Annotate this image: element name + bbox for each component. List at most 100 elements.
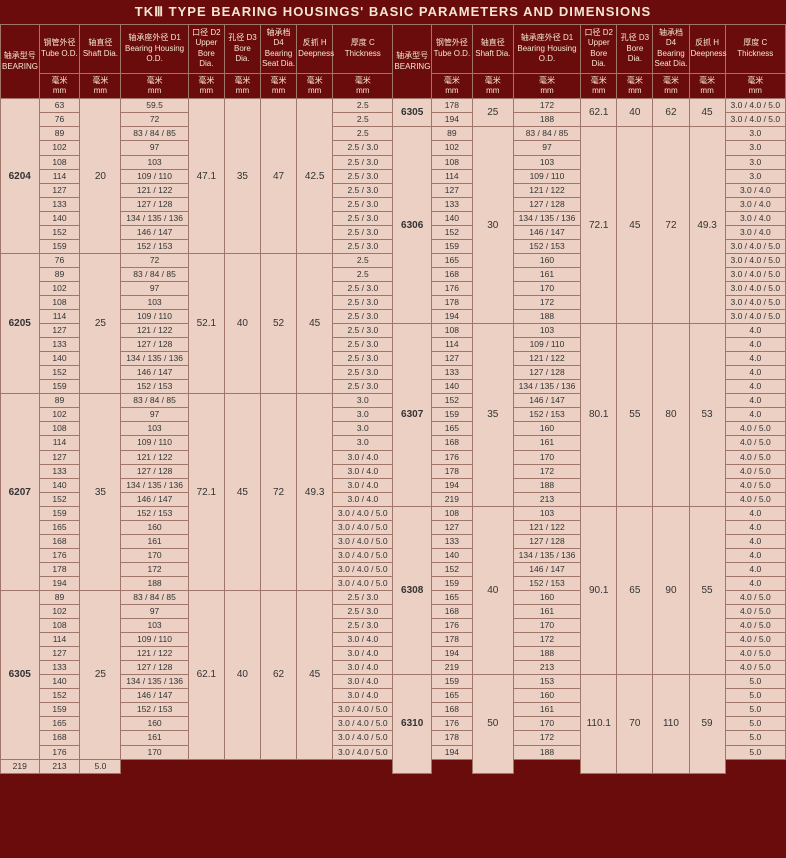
cell: 121 / 122 [121, 450, 188, 464]
cell: 3.0 / 4.0 [333, 464, 393, 478]
cell: 90 [653, 506, 689, 675]
cell: 3.0 [333, 422, 393, 436]
header-unit: 毫米mm [472, 73, 513, 99]
cell: 170 [513, 619, 580, 633]
cell: 109 / 110 [513, 169, 580, 183]
cell: 2.5 / 3.0 [333, 225, 393, 239]
cell: 103 [513, 324, 580, 338]
cell: 2.5 / 3.0 [333, 324, 393, 338]
cell: 59.5 [121, 99, 188, 113]
cell: 219 [431, 492, 472, 506]
cell: 133 [39, 197, 80, 211]
cell: 140 [39, 211, 80, 225]
cell: 134 / 135 / 136 [513, 548, 580, 562]
cell: 3.0 / 4.0 / 5.0 [725, 99, 785, 113]
cell: 49.3 [689, 127, 725, 324]
header-unit: 毫米mm [513, 73, 580, 99]
cell: 25 [80, 590, 121, 759]
cell: 52 [261, 253, 297, 393]
cell: 102 [39, 141, 80, 155]
cell: 160 [121, 520, 188, 534]
cell: 89 [431, 127, 472, 141]
cell: 35 [224, 99, 260, 254]
cell: 159 [39, 506, 80, 520]
cell: 161 [513, 703, 580, 717]
cell: 127 [39, 450, 80, 464]
cell: 5.0 [725, 703, 785, 717]
cell: 170 [513, 281, 580, 295]
cell: 165 [431, 253, 472, 267]
cell: 114 [39, 310, 80, 324]
cell: 52.1 [188, 253, 224, 393]
cell: 4.0 [725, 506, 785, 520]
cell: 176 [39, 745, 80, 759]
cell: 134 / 135 / 136 [121, 352, 188, 366]
cell: 121 / 122 [121, 647, 188, 661]
cell: 127 [39, 324, 80, 338]
cell: 72.1 [581, 127, 617, 324]
cell: 172 [513, 99, 580, 113]
cell: 188 [513, 478, 580, 492]
cell: 83 / 84 / 85 [121, 127, 188, 141]
cell: 5.0 [80, 759, 121, 773]
cell: 90.1 [581, 506, 617, 675]
cell: 4.0 / 5.0 [725, 605, 785, 619]
cell: 6205 [1, 253, 40, 393]
cell: 110 [653, 675, 689, 773]
cell: 133 [431, 534, 472, 548]
cell: 47.1 [188, 99, 224, 254]
cell: 160 [513, 253, 580, 267]
cell: 3.0 / 4.0 [725, 211, 785, 225]
cell: 146 / 147 [121, 366, 188, 380]
cell: 70 [617, 675, 653, 773]
header-unit: 毫米mm [333, 73, 393, 99]
cell: 3.0 / 4.0 [333, 689, 393, 703]
header-unit: 毫米mm [653, 73, 689, 99]
header-unit: 毫米mm [297, 73, 333, 99]
cell: 5.0 [725, 675, 785, 689]
cell: 121 / 122 [513, 520, 580, 534]
cell: 161 [513, 605, 580, 619]
cell: 6305 [1, 590, 40, 759]
cell: 161 [513, 267, 580, 281]
cell: 133 [431, 197, 472, 211]
cell: 25 [80, 253, 121, 393]
cell: 4.0 [725, 520, 785, 534]
cell: 188 [513, 647, 580, 661]
cell: 152 [431, 562, 472, 576]
cell: 3.0 / 4.0 [333, 633, 393, 647]
cell: 3.0 / 4.0 [333, 450, 393, 464]
parameters-table: 轴承型号BEARING钢管外径Tube O.D.轴直径Shaft Dia.轴承座… [0, 24, 786, 774]
cell: 4.0 [725, 324, 785, 338]
cell: 2.5 / 3.0 [333, 380, 393, 394]
cell: 170 [513, 450, 580, 464]
cell: 2.5 / 3.0 [333, 338, 393, 352]
cell: 127 [431, 183, 472, 197]
cell: 55 [617, 324, 653, 507]
header-unit: 毫米mm [188, 73, 224, 99]
cell: 176 [431, 281, 472, 295]
cell: 62 [653, 99, 689, 127]
cell: 172 [513, 464, 580, 478]
cell: 4.0 [725, 548, 785, 562]
cell: 170 [513, 717, 580, 731]
header-col: 轴直径Shaft Dia. [472, 25, 513, 74]
cell: 152 / 153 [513, 239, 580, 253]
header-unit: 毫米mm [80, 73, 121, 99]
cell: 3.0 [725, 169, 785, 183]
cell: 50 [472, 675, 513, 773]
cell: 45 [689, 99, 725, 127]
cell: 103 [121, 155, 188, 169]
cell: 152 / 153 [121, 506, 188, 520]
cell: 3.0 / 4.0 / 5.0 [333, 717, 393, 731]
cell: 103 [121, 619, 188, 633]
cell: 97 [121, 281, 188, 295]
cell: 172 [513, 296, 580, 310]
cell: 4.0 / 5.0 [725, 619, 785, 633]
cell: 194 [431, 647, 472, 661]
cell: 114 [39, 436, 80, 450]
cell: 97 [121, 605, 188, 619]
cell: 4.0 [725, 576, 785, 590]
cell: 178 [431, 731, 472, 745]
cell: 102 [39, 605, 80, 619]
